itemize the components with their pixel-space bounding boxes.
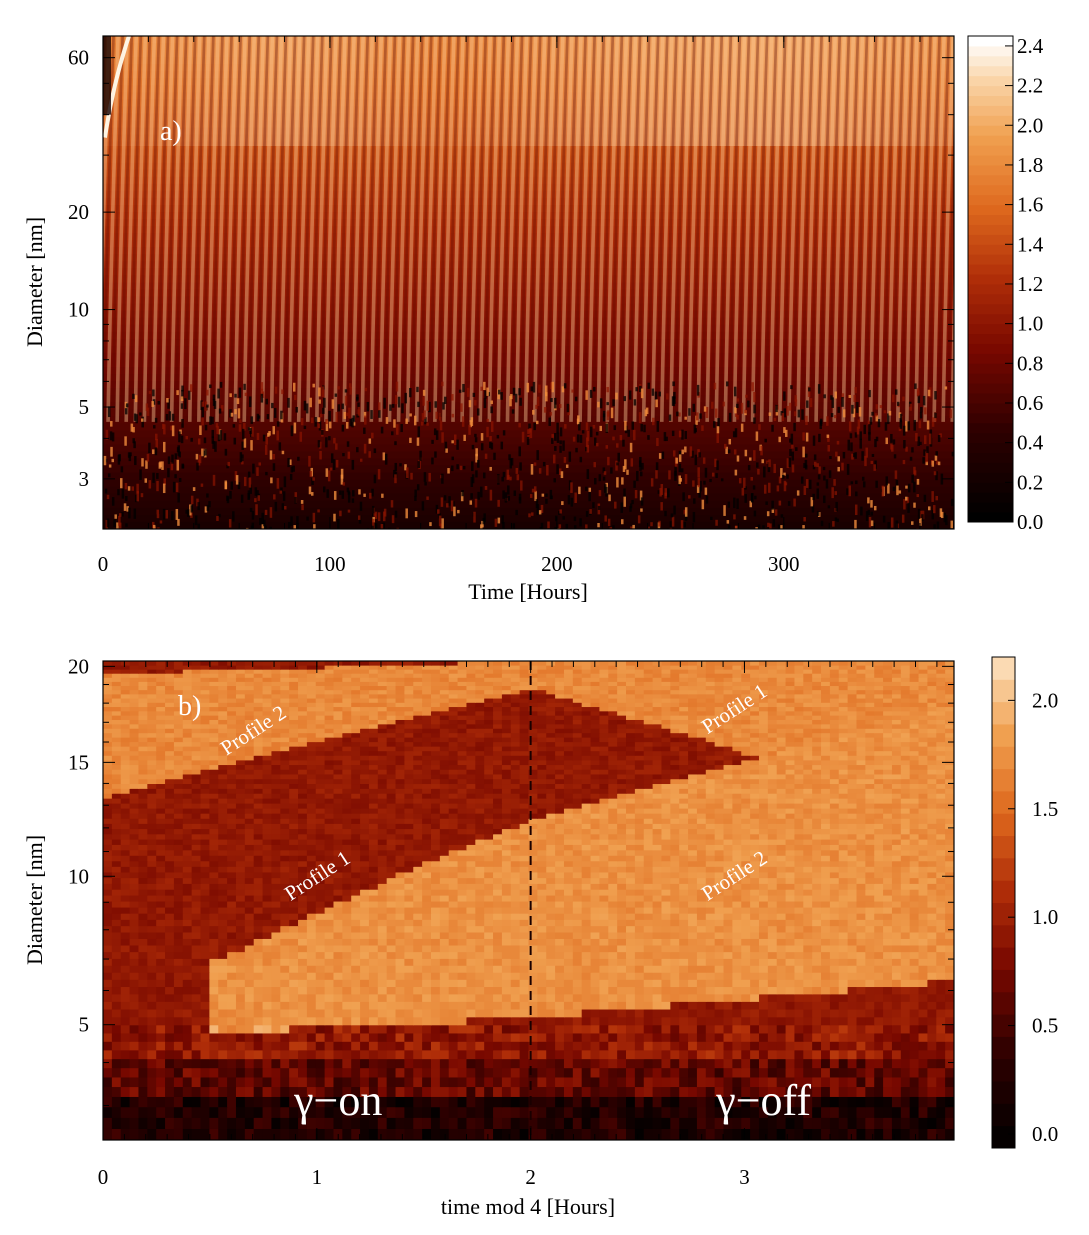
panel-a-x-tick-label: 0	[98, 552, 109, 576]
panel-b-colorbar-tick-label: 2.0	[1032, 688, 1058, 712]
panel-a: 0 100 200 300 3 5 10 20 60 a) Time [Hours] Diame…	[22, 34, 1044, 604]
panel-a-colorbar-tick-label: 2.0	[1017, 113, 1043, 137]
panel-a-colorbar-tick-label: 1.8	[1017, 153, 1043, 177]
panel-a-y-tick-label: 3	[79, 467, 90, 491]
panel-b-frame	[102, 660, 955, 1141]
panel-a-colorbar-steps	[968, 36, 1013, 523]
panel-a-heatmap	[103, 36, 954, 529]
panel-a-label: a)	[160, 116, 182, 147]
panel-b-label: b)	[178, 691, 201, 722]
panel-a-y-tick-label: 5	[79, 395, 90, 419]
panel-a-colorbar-tick-label: 1.6	[1017, 193, 1043, 217]
panel-a-colorbar-tick-label: 1.0	[1017, 312, 1043, 336]
gamma-region-label: γ−off	[715, 1076, 811, 1125]
panel-a-y-tick-label: 20	[68, 200, 89, 224]
panel-b-y-tick-label: 10	[68, 864, 89, 888]
panel-a-ticks: 0 100 200 300 3 5 10 20 60	[68, 36, 954, 576]
gamma-region-label: γ−on	[293, 1076, 382, 1125]
panel-a-colorbar-tick-label: 2.2	[1017, 74, 1043, 98]
panel-b-colorbar-tick-label: 1.5	[1032, 797, 1058, 821]
panel-a-colorbar-ticks: 0.0 0.2 0.4 0.6 0.8 1.0 1.2 1.4 1.6 1.8 2.0 2.2 2.4	[1005, 34, 1044, 534]
panel-a-colorbar-tick-label: 0.2	[1017, 470, 1043, 494]
panel-b-colorbar-ticks: 0.0 0.5 1.0 1.5 2.0	[1008, 688, 1058, 1146]
panel-a-ylabel: Diameter [nm]	[22, 217, 47, 347]
panel-a-xlabel: Time [Hours]	[468, 579, 588, 604]
panel-a-x-tick-label: 300	[768, 552, 800, 576]
panel-b-colorbar-tick-label: 0.0	[1032, 1122, 1058, 1146]
panel-b-heatmap	[103, 661, 954, 1140]
panel-b-colorbar-frame	[991, 656, 1016, 1149]
panel-a-colorbar-frame	[967, 35, 1014, 523]
panel-b-y-tick-label: 5	[79, 1013, 90, 1037]
panel-b-x-tick-label: 2	[525, 1165, 536, 1189]
panel-b-colorbar-tick-label: 1.0	[1032, 905, 1058, 929]
panel-b-xlabel: time mod 4 [Hours]	[441, 1194, 615, 1219]
panel-b-x-tick-label: 3	[739, 1165, 750, 1189]
panel-b-x-tick-label: 1	[312, 1165, 323, 1189]
panel-a-colorbar-tick-label: 1.2	[1017, 272, 1043, 296]
panel-a-colorbar-tick-label: 0.6	[1017, 391, 1043, 415]
panel-a-colorbar-tick-label: 0.0	[1017, 510, 1043, 534]
panel-b-y-tick-label: 20	[68, 654, 89, 678]
panel-a-colorbar-tick-label: 0.4	[1017, 431, 1044, 455]
panel-a-x-tick-label: 200	[541, 552, 573, 576]
panel-a-y-tick-label: 10	[68, 298, 89, 322]
panel-a-x-tick-label: 100	[314, 552, 346, 576]
panel-b-colorbar	[992, 657, 1015, 1149]
panel-b-y-tick-label: 15	[68, 750, 89, 774]
panel-b-colorbar-tick-label: 0.5	[1032, 1014, 1058, 1038]
panel-a-frame	[102, 35, 955, 530]
panel-a-colorbar-tick-label: 2.4	[1017, 34, 1044, 58]
panel-a-colorbar-tick-label: 1.4	[1017, 232, 1044, 256]
panel-b-x-tick-label: 0	[98, 1165, 109, 1189]
panel-a-colorbar-tick-label: 0.8	[1017, 351, 1043, 375]
panel-b-ylabel: Diameter [nm]	[22, 835, 47, 965]
panel-a-y-tick-label: 60	[68, 46, 89, 70]
panel-b-ticks: 0 1 2 3 5 10 15 20	[68, 654, 954, 1189]
